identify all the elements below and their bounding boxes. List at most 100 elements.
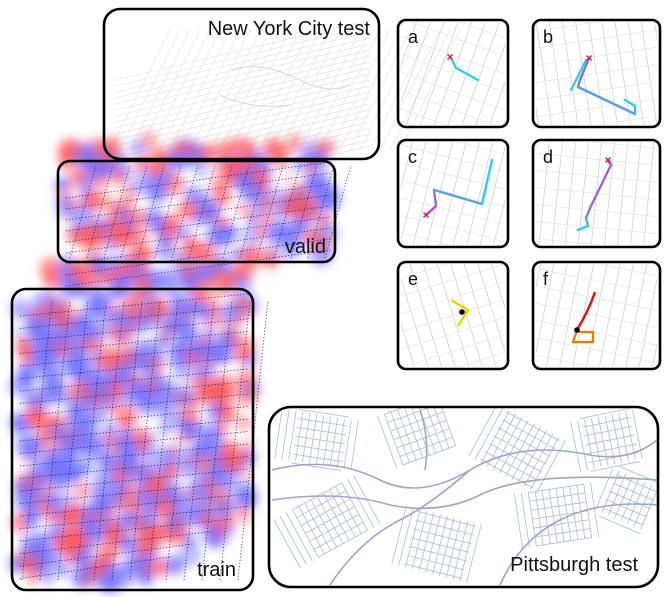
street-line [536, 204, 657, 218]
heat-blob [178, 418, 194, 434]
street-segment [147, 299, 179, 581]
heat-blob [10, 416, 29, 436]
street-segment [19, 556, 173, 579]
street-line [413, 528, 472, 545]
heat-blob [198, 306, 214, 322]
heat-blob [92, 226, 107, 241]
heat-blob [154, 350, 165, 361]
nyc-test-label: New York City test [208, 18, 371, 40]
heat-blob [161, 315, 182, 336]
street-line [293, 444, 344, 454]
heat-blob [15, 494, 32, 511]
street-line [535, 440, 566, 494]
street-segment [39, 299, 71, 581]
heat-blob [224, 524, 236, 536]
panel-letter: d [543, 147, 553, 167]
heat-blob [119, 534, 137, 553]
heat-blob [16, 434, 40, 458]
street-line [410, 537, 470, 553]
heat-blob [79, 339, 89, 349]
street-line [375, 0, 600, 19]
street-line [536, 46, 657, 66]
street-line [605, 499, 648, 518]
heat-blob [63, 503, 85, 524]
street-line [347, 478, 375, 528]
nyc-test-region: New York City test [102, 7, 381, 161]
street-segment [324, 164, 352, 259]
heat-blob [93, 319, 114, 340]
heat-blob [142, 246, 154, 259]
street-line [583, 483, 593, 539]
street-segment [201, 299, 233, 581]
street-segment [239, 164, 267, 259]
street-line [318, 530, 368, 558]
heat-blob [247, 210, 257, 220]
heat-blob [286, 189, 302, 205]
street-line [406, 554, 465, 571]
street-line [297, 418, 348, 427]
street-line [269, 29, 331, 151]
heat-blob [106, 215, 120, 229]
street-segment [219, 299, 251, 581]
park-outline [231, 66, 351, 90]
street-segment [290, 164, 318, 259]
heat-blob [142, 498, 160, 516]
street-line [612, 482, 655, 501]
street-line [587, 443, 637, 455]
heat-blob [133, 560, 144, 571]
heat-blob [147, 184, 168, 204]
street-line [494, 65, 518, 304]
heat-blob [258, 193, 276, 211]
heat-blob [96, 539, 120, 563]
street-line [114, 37, 371, 99]
street-line [299, 29, 361, 151]
heat-blob [188, 484, 199, 495]
street-line [159, 29, 221, 151]
heat-blob [193, 299, 205, 312]
heat-blob [155, 333, 171, 350]
street-segment [165, 299, 197, 581]
heat-blob [123, 198, 134, 208]
street-line [401, 72, 505, 111]
street-line [489, 0, 525, 206]
street-line [506, 411, 560, 442]
trajectory-segment [576, 224, 590, 232]
heat-blob [220, 145, 234, 159]
street-line [114, 55, 371, 117]
heat-blob [72, 426, 87, 441]
panel-box [396, 260, 510, 371]
street-line [309, 29, 371, 151]
heat-blob [96, 573, 116, 593]
major-road [329, 469, 471, 585]
heat-blob [96, 408, 108, 420]
street-line [179, 29, 241, 151]
heat-blob [244, 140, 257, 153]
panel-map [401, 264, 505, 367]
street-line [291, 462, 341, 471]
park-path [219, 94, 291, 107]
trajectory-segment [432, 188, 438, 208]
street-line [403, 445, 456, 466]
street-segment [75, 299, 107, 581]
street-line [279, 515, 307, 565]
trajectory-segment [576, 85, 637, 116]
heat-blob [120, 384, 143, 408]
heat-blob [143, 433, 155, 445]
heat-blob [66, 227, 83, 244]
street-segment [120, 164, 148, 259]
street-line [359, 29, 421, 151]
street-line [656, 237, 657, 245]
heat-blob [86, 502, 99, 515]
street-line [401, 179, 505, 208]
heat-blob [188, 342, 207, 360]
trajectory-segment [589, 163, 613, 208]
heat-blob [202, 327, 215, 340]
street-line [401, 334, 505, 367]
heat-blob [29, 457, 53, 481]
panel-letter: f [543, 269, 549, 289]
street-line [114, 91, 371, 153]
street-line [415, 519, 474, 536]
heat-blob [83, 524, 106, 547]
street-line [484, 451, 538, 481]
heat-blob [217, 223, 238, 244]
